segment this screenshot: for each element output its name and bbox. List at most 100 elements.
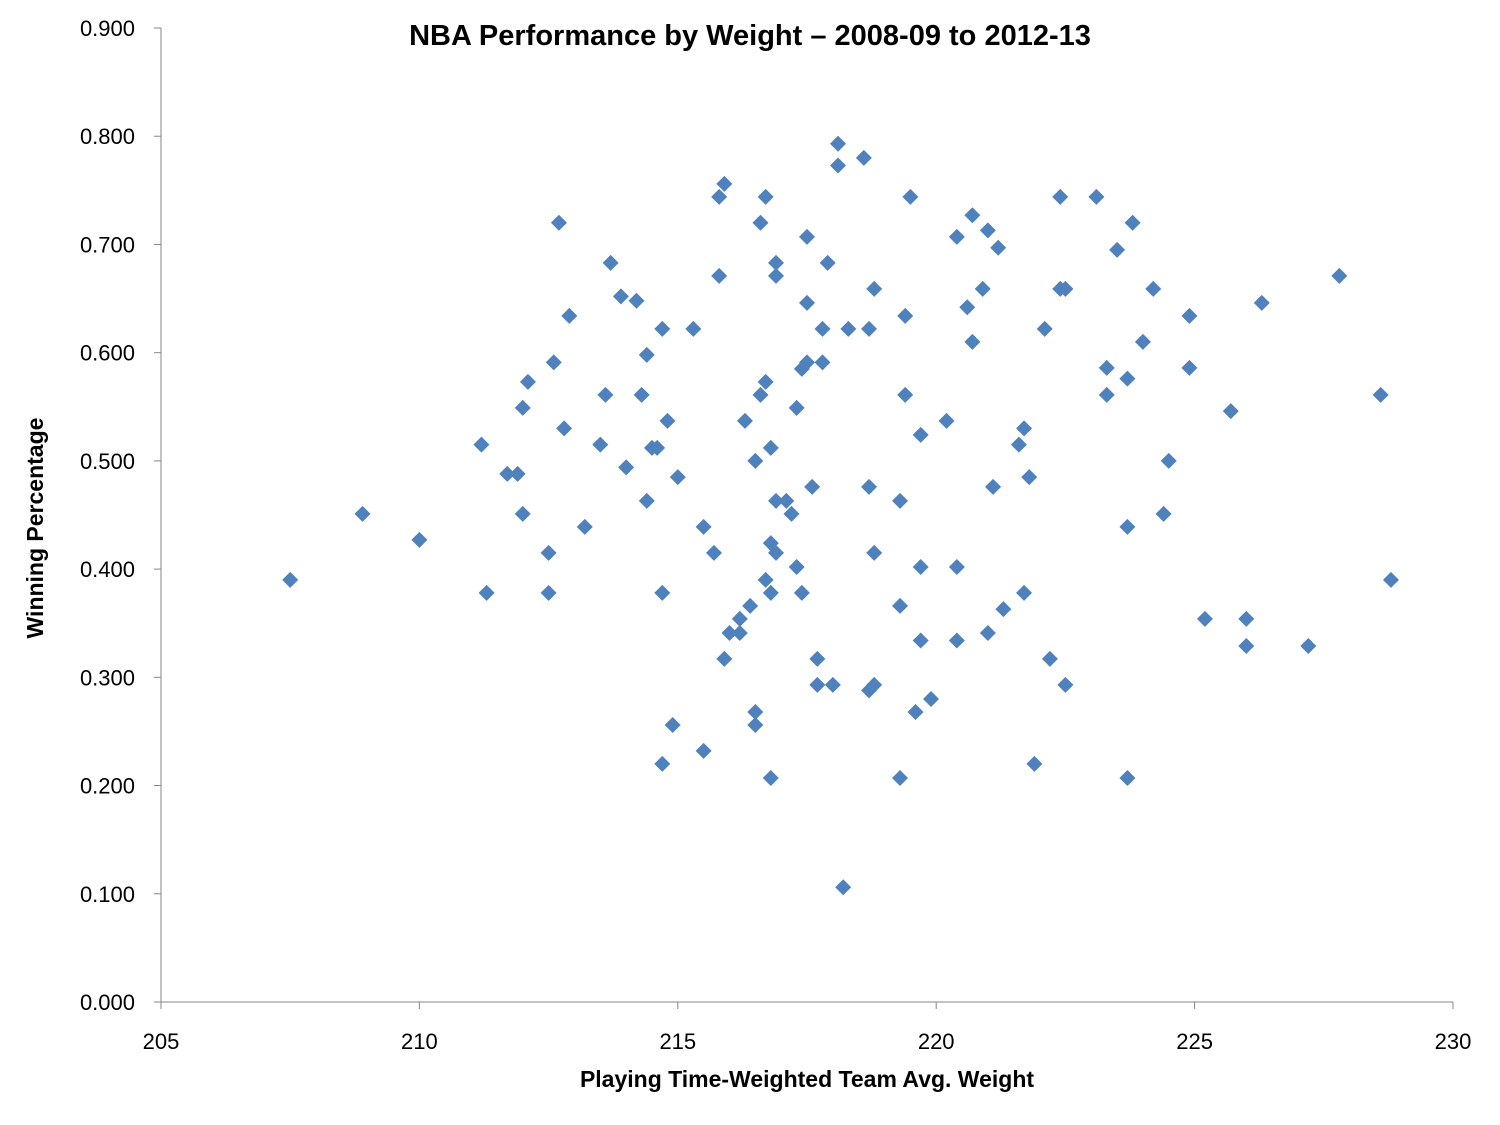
data-point [830, 157, 847, 174]
data-point [561, 307, 578, 324]
data-point [902, 188, 919, 205]
x-tick-label: 225 [1176, 1029, 1213, 1054]
data-point [514, 399, 531, 416]
y-tick-label: 0.700 [80, 232, 135, 257]
data-point [509, 465, 526, 482]
data-point [1119, 518, 1136, 535]
data-point [757, 373, 774, 390]
data-point [1057, 280, 1074, 297]
data-point [731, 610, 748, 627]
data-point [964, 207, 981, 224]
data-point [654, 584, 671, 601]
data-point [1134, 333, 1151, 350]
y-tick-label: 0.000 [80, 990, 135, 1015]
data-point [1088, 188, 1105, 205]
data-point [824, 676, 841, 693]
data-point [788, 399, 805, 416]
data-point [979, 624, 996, 641]
data-point [576, 518, 593, 535]
data-point [669, 469, 686, 486]
data-point [783, 505, 800, 522]
data-point [814, 320, 831, 337]
data-point [556, 420, 573, 437]
data-point [799, 228, 815, 245]
data-point [473, 436, 490, 453]
y-axis-label: Winning Percentage [22, 417, 48, 639]
data-point [990, 239, 1007, 256]
data-point [866, 544, 883, 561]
data-point [778, 492, 795, 509]
data-point [948, 228, 965, 245]
data-point [514, 505, 531, 522]
data-point [711, 188, 728, 205]
data-point [1098, 386, 1115, 403]
y-tick-label: 0.100 [80, 882, 135, 907]
x-tick-label: 230 [1435, 1029, 1472, 1054]
data-point [799, 354, 815, 371]
data-point [1124, 214, 1141, 231]
data-point [1041, 650, 1058, 667]
data-point [762, 769, 779, 786]
data-point [1382, 571, 1399, 588]
data-point [1026, 755, 1043, 772]
data-point [907, 703, 924, 720]
data-point [478, 584, 495, 601]
data-point [757, 571, 774, 588]
data-point [550, 214, 567, 231]
data-point [638, 346, 655, 363]
data-point [354, 505, 371, 522]
data-point [767, 254, 784, 271]
data-point [1021, 469, 1038, 486]
data-point [979, 222, 996, 239]
data-point [814, 354, 831, 371]
y-tick-label: 0.300 [80, 665, 135, 690]
data-point [974, 280, 991, 297]
data-point [612, 288, 629, 305]
data-point [793, 584, 810, 601]
data-point [545, 354, 562, 371]
data-point [819, 254, 836, 271]
data-point [1155, 505, 1172, 522]
x-axis-label: Playing Time-Weighted Team Avg. Weight [579, 1066, 1035, 1092]
data-point [861, 320, 878, 337]
data-point [767, 544, 784, 561]
x-tick-label: 210 [401, 1029, 438, 1054]
data-point [788, 558, 805, 575]
data-point [731, 624, 748, 641]
data-point [1098, 359, 1115, 376]
data-point [757, 188, 774, 205]
data-point [638, 492, 655, 509]
data-point [1181, 359, 1198, 376]
data-point [742, 597, 759, 614]
data-point [948, 632, 965, 649]
data-point [762, 584, 779, 601]
data-point [752, 386, 769, 403]
data-point [747, 703, 764, 720]
data-point [752, 214, 769, 231]
x-tick-label: 205 [143, 1029, 180, 1054]
data-point [948, 558, 965, 575]
data-point [1253, 294, 1270, 311]
data-point [892, 769, 909, 786]
data-point [519, 373, 536, 390]
data-point [540, 584, 557, 601]
data-point [1238, 637, 1255, 654]
data-point [654, 320, 671, 337]
x-tick-label: 220 [918, 1029, 955, 1054]
data-point [633, 386, 650, 403]
data-point [767, 267, 784, 284]
data-point [747, 452, 764, 469]
data-point [985, 478, 1002, 495]
data-point [995, 601, 1012, 618]
data-point [897, 386, 914, 403]
data-point [799, 294, 815, 311]
data-point [705, 544, 722, 561]
y-tick-label: 0.600 [80, 341, 135, 366]
data-point [964, 333, 981, 350]
y-tick-label: 0.200 [80, 774, 135, 799]
data-point [866, 280, 883, 297]
data-point [1300, 637, 1317, 654]
data-point [716, 650, 733, 667]
y-tick-label: 0.500 [80, 449, 135, 474]
data-point [912, 558, 929, 575]
